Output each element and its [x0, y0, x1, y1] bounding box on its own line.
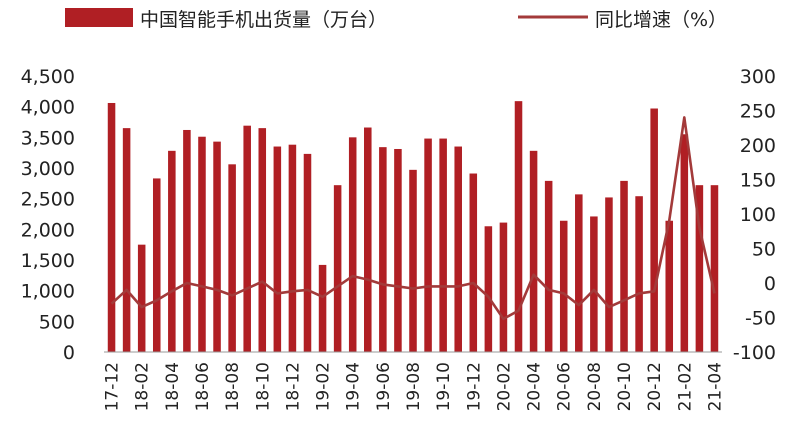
y-left-tick-label: 0: [63, 342, 75, 364]
x-tick-label: 19-02: [314, 362, 334, 411]
x-tick-label: 18-12: [283, 362, 303, 411]
y-right-tick-label: -50: [745, 308, 776, 330]
x-tick-label: 20-12: [645, 362, 665, 411]
line-path: [110, 116, 716, 321]
bar: [273, 146, 282, 352]
bar-series: [107, 101, 719, 353]
bar: [710, 185, 719, 352]
bar: [484, 226, 493, 352]
line-series: [110, 116, 716, 321]
y-right-tick-label: 50: [752, 239, 776, 261]
bar: [409, 169, 417, 352]
y-right-tick-label: 200: [740, 135, 776, 157]
bar: [183, 129, 191, 352]
x-tick-label: 20-04: [525, 362, 545, 411]
x-tick-label: 21-02: [675, 362, 695, 411]
y-left-tick-label: 2,000: [21, 219, 75, 241]
bar: [424, 138, 432, 352]
x-tick-label: 20-10: [615, 362, 635, 411]
bar: [333, 185, 342, 352]
y-left-tick-label: 2,500: [21, 189, 75, 211]
bar: [529, 150, 538, 352]
bar: [665, 220, 674, 352]
y-right-tick-label: -100: [733, 342, 776, 364]
bar: [258, 128, 267, 352]
x-tick-label: 20-06: [555, 362, 575, 411]
x-tick-label: 17-12: [103, 362, 123, 411]
bar: [620, 180, 628, 352]
bar: [198, 136, 206, 352]
legend-swatch-bar: [65, 8, 133, 27]
bar: [137, 244, 146, 352]
bar: [152, 178, 161, 352]
y-left-tick-label: 4,500: [21, 66, 75, 88]
bar: [590, 216, 598, 352]
x-tick-label: 19-08: [404, 362, 424, 411]
legend: 中国智能手机出货量（万台） 同比增速（%）: [65, 8, 727, 31]
bar: [575, 194, 583, 352]
x-tick-label: 21-04: [705, 362, 725, 411]
right-axis: -100 -50 0 50 100 150 200 250 300: [733, 66, 776, 364]
y-right-tick-label: 300: [740, 66, 776, 88]
x-tick-label: 18-08: [223, 362, 243, 411]
y-left-tick-label: 500: [39, 311, 75, 333]
y-left-tick-label: 4,000: [21, 97, 75, 119]
y-left-tick-label: 1,000: [21, 281, 75, 303]
x-tick-label: 19-10: [434, 362, 454, 411]
bar: [454, 146, 462, 352]
bar: [379, 147, 387, 352]
bar: [559, 220, 568, 352]
left-axis: 0 500 1,000 1,500 2,000 2,500 3,000 3,500 4,000 4…: [21, 66, 75, 364]
legend-label-bar: 中国智能手机出货量（万台）: [140, 9, 387, 31]
y-left-tick-label: 3,000: [21, 158, 75, 180]
x-tick-label: 18-06: [193, 362, 213, 411]
bar: [107, 102, 116, 352]
bar: [288, 144, 297, 352]
bar: [394, 148, 402, 352]
y-left-tick-label: 3,500: [21, 127, 75, 149]
bar: [514, 101, 523, 352]
x-tick-label: 18-04: [163, 362, 183, 411]
x-tick-label: 19-04: [344, 362, 364, 411]
bar: [544, 180, 553, 352]
y-right-tick-label: 100: [740, 204, 776, 226]
bar: [168, 150, 176, 352]
bar: [303, 153, 312, 352]
legend-label-line: 同比增速（%）: [595, 9, 727, 31]
bar: [635, 196, 643, 352]
y-right-tick-label: 250: [740, 101, 776, 123]
x-tick-label: 18-10: [253, 362, 273, 411]
bar: [439, 138, 447, 352]
x-tick-label: 19-12: [464, 362, 484, 411]
bar: [650, 108, 658, 352]
x-tick-label: 19-06: [374, 362, 394, 411]
y-left-tick-label: 1,500: [21, 250, 75, 272]
bar: [695, 185, 704, 352]
bar: [499, 222, 508, 352]
bar: [364, 127, 372, 353]
x-axis: 17-12 18-02 18-04 18-06 18-08 18-10 18-12 19-02…: [103, 362, 726, 411]
x-tick-label: 20-08: [585, 362, 605, 411]
bar: [680, 134, 689, 352]
bar: [469, 173, 478, 352]
y-right-tick-label: 0: [764, 273, 776, 295]
bar: [605, 197, 613, 352]
y-right-tick-label: 150: [740, 170, 776, 192]
bar: [243, 125, 251, 353]
bar: [318, 264, 327, 352]
bar: [228, 164, 236, 352]
bar: [348, 137, 357, 352]
x-tick-label: 20-02: [494, 362, 514, 411]
bar: [213, 141, 221, 352]
bar: [122, 128, 131, 352]
x-tick-label: 18-02: [133, 362, 153, 411]
